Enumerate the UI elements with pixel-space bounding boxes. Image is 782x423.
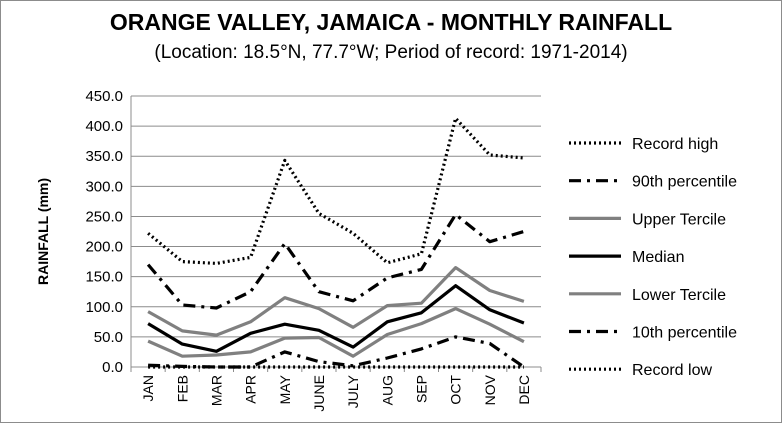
- x-tick-label: DEC: [516, 375, 532, 405]
- x-tick-label: APR: [243, 375, 259, 404]
- chart-title: ORANGE VALLEY, JAMAICA - MONTHLY RAINFAL…: [109, 9, 673, 35]
- x-tick-label: MAY: [277, 374, 293, 404]
- y-tick-label: 350.0: [85, 148, 123, 165]
- legend-label: Record low: [632, 362, 712, 379]
- x-tick-label: SEP: [413, 375, 429, 403]
- y-tick-label: 300.0: [85, 178, 123, 195]
- y-tick-label: 200.0: [85, 239, 123, 256]
- y-tick-label: 150.0: [85, 269, 123, 286]
- x-tick-label: MAR: [208, 375, 224, 406]
- series-line-record-high: [147, 116, 525, 265]
- chart-subtitle: (Location: 18.5°N, 77.7°W; Period of rec…: [154, 42, 628, 63]
- legend-label: Upper Tercile: [632, 211, 726, 228]
- x-tick-label: NOV: [482, 374, 498, 405]
- series-line-90th-percentile: [146, 213, 525, 310]
- y-tick-label: 50.0: [94, 329, 123, 346]
- legend-label: Median: [632, 249, 684, 266]
- series-line-lower-tercile: [147, 307, 525, 358]
- x-tick-label: OCT: [448, 375, 464, 405]
- legend-label: 10th percentile: [632, 325, 737, 342]
- y-tick-label: 0.0: [102, 359, 123, 376]
- y-tick-label: 250.0: [85, 208, 123, 225]
- y-axis-label: RAINFALL (mm): [35, 178, 51, 285]
- series-line-upper-tercile: [147, 266, 525, 337]
- y-tick-label: 100.0: [85, 299, 123, 316]
- legend-label: Record high: [632, 136, 718, 153]
- y-tick-label: 400.0: [85, 118, 123, 135]
- x-tick-label: JAN: [140, 375, 156, 401]
- x-tick-label: JUNE: [311, 375, 327, 412]
- x-tick-label: FEB: [174, 375, 190, 402]
- x-tick-label: JULY: [345, 374, 361, 408]
- x-tick-label: AUG: [379, 375, 395, 405]
- legend-label: 90th percentile: [632, 174, 737, 191]
- series-line-10th-percentile: [148, 335, 525, 369]
- series-line-median: [147, 284, 525, 353]
- legend-label: Lower Tercile: [632, 287, 726, 304]
- y-tick-label: 450.0: [85, 88, 123, 105]
